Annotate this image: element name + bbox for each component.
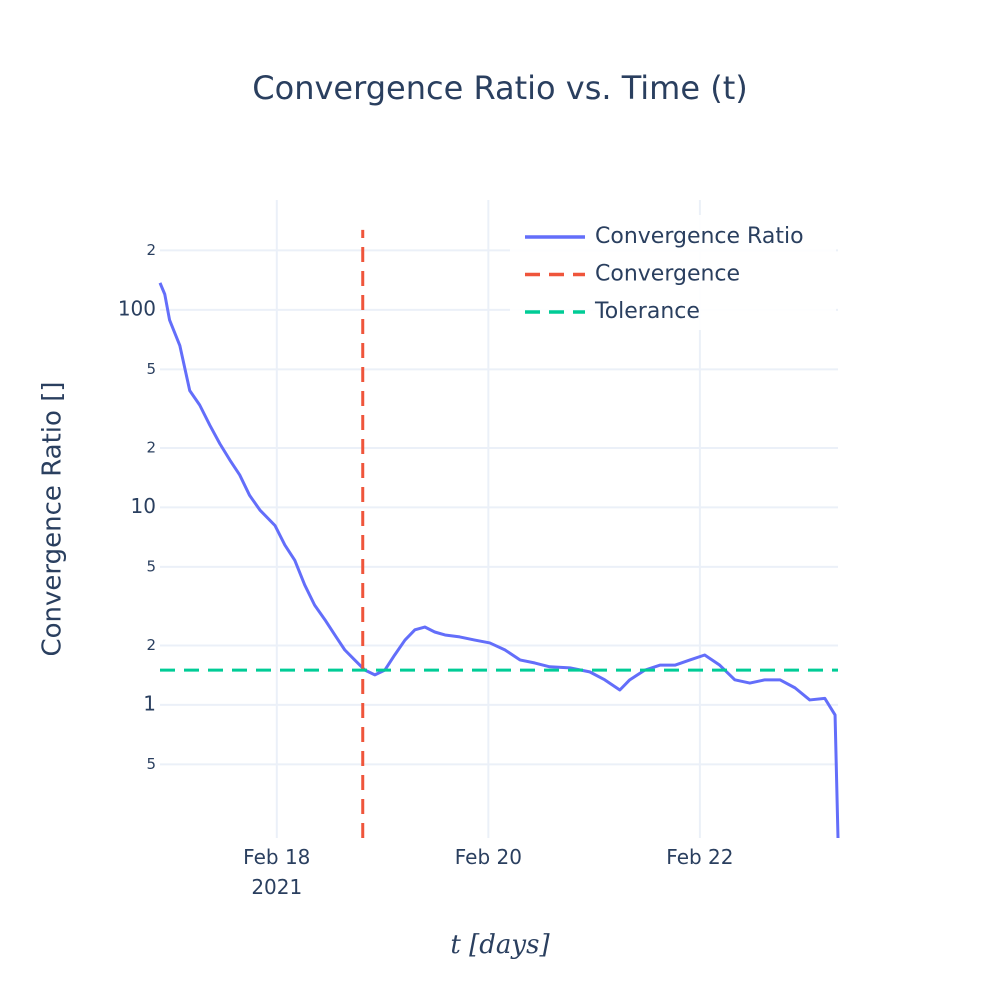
y-tick-label: 5	[146, 755, 156, 773]
x-tick-label: Feb 22	[666, 845, 733, 869]
y-tick-label: 1	[143, 691, 156, 715]
y-axis-title: Convergence Ratio []	[38, 382, 68, 657]
legend-label: Tolerance	[594, 299, 700, 324]
y-tick-label: 2	[146, 438, 156, 456]
chart-title: Convergence Ratio vs. Time (t)	[252, 69, 747, 107]
series-line	[158, 282, 840, 839]
grid: 2 100 5 2 10 5 2 1 5 Feb 18 2021 Feb 20 Feb 22	[118, 200, 838, 899]
legend-label: Convergence Ratio	[595, 224, 804, 249]
y-tick-label: 10	[131, 494, 156, 518]
x-tick-label: Feb 18 2021	[243, 845, 310, 899]
legend-label: Convergence	[595, 262, 740, 287]
legend-box	[510, 215, 836, 330]
x-tick-label: Feb 20	[455, 845, 522, 869]
y-tick-label: 2	[146, 636, 156, 654]
y-tick-label: 100	[118, 296, 156, 320]
y-tick-label: 2	[146, 241, 156, 259]
y-tick-label: 5	[146, 360, 156, 378]
x-axis-title: t [days]	[450, 930, 550, 960]
y-tick-label: 5	[146, 557, 156, 575]
legend: Convergence Ratio Convergence Tolerance	[510, 215, 836, 330]
plot-area	[158, 229, 840, 839]
